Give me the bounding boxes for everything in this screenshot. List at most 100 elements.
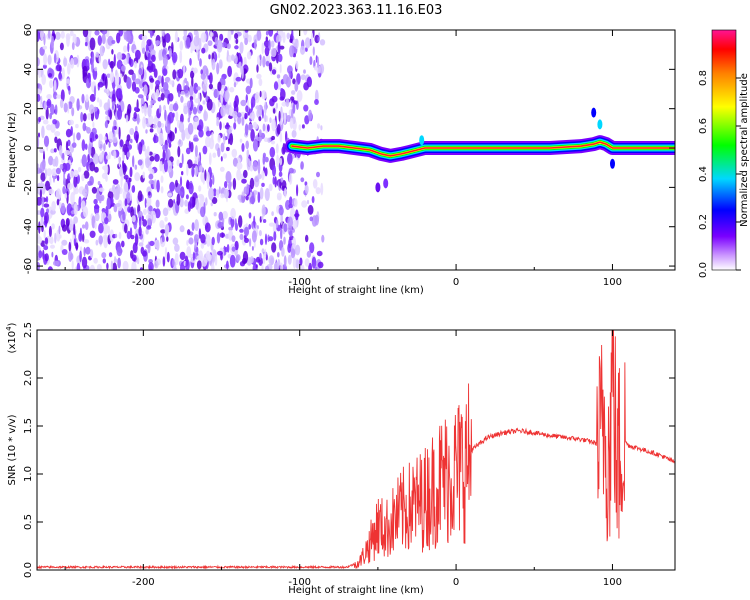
noise-blob bbox=[294, 198, 298, 208]
noise-blob bbox=[206, 234, 211, 247]
noise-blob bbox=[159, 160, 163, 172]
noise-blob bbox=[211, 197, 218, 204]
noise-blob bbox=[236, 112, 242, 118]
noise-blob bbox=[261, 90, 267, 100]
noise-blob bbox=[257, 191, 261, 203]
noise-blob bbox=[244, 123, 249, 136]
noise-blob bbox=[249, 177, 255, 190]
noise-blob bbox=[148, 191, 151, 196]
noise-blob bbox=[238, 215, 243, 228]
noise-blob bbox=[41, 125, 45, 139]
noise-blob bbox=[226, 260, 229, 270]
noise-blob bbox=[210, 30, 213, 40]
noise-blob bbox=[101, 30, 108, 35]
noise-blob bbox=[189, 58, 192, 66]
noise-blob bbox=[169, 103, 174, 112]
noise-blob bbox=[62, 186, 66, 195]
noise-blob bbox=[229, 86, 235, 93]
snr-x-label: Height of straight line (km) bbox=[288, 585, 424, 596]
noise-blob bbox=[154, 153, 160, 162]
noise-blob bbox=[276, 123, 281, 135]
noise-blob bbox=[37, 83, 40, 89]
noise-blob bbox=[166, 251, 170, 263]
y-tick-label: 60 bbox=[23, 24, 34, 37]
y-tick-label: -20 bbox=[23, 179, 34, 195]
noise-blob bbox=[275, 219, 279, 229]
noise-blob bbox=[276, 154, 279, 168]
noise-blob bbox=[43, 211, 49, 224]
noise-blob bbox=[240, 99, 247, 107]
noise-blob bbox=[280, 262, 284, 270]
noise-blob bbox=[116, 246, 123, 257]
noise-blob bbox=[155, 40, 161, 46]
noise-blob bbox=[200, 32, 207, 43]
noise-blob bbox=[303, 69, 306, 74]
noise-blob bbox=[146, 225, 152, 230]
noise-blob bbox=[164, 33, 171, 43]
noise-blob bbox=[50, 148, 55, 154]
noise-blob bbox=[202, 145, 208, 155]
noise-blob bbox=[222, 153, 227, 159]
noise-blob bbox=[300, 161, 304, 170]
noise-blob bbox=[258, 257, 264, 266]
noise-blob bbox=[268, 30, 274, 37]
noise-blob bbox=[69, 170, 75, 179]
noise-blob bbox=[211, 236, 215, 246]
noise-blob bbox=[149, 240, 155, 247]
noise-blob bbox=[59, 163, 64, 170]
noise-blob bbox=[236, 169, 242, 181]
colorbar-tick-label: 0.4 bbox=[698, 166, 709, 182]
noise-blob bbox=[112, 179, 119, 185]
colorbar-label: Normalized spectral amplitude bbox=[739, 73, 750, 227]
noise-blob bbox=[205, 171, 210, 184]
noise-blob bbox=[102, 234, 109, 240]
noise-blob bbox=[257, 161, 261, 175]
noise-blob bbox=[194, 145, 198, 157]
noise-blob bbox=[244, 37, 249, 46]
noise-blob bbox=[244, 30, 249, 33]
noise-blob bbox=[137, 94, 144, 99]
noise-blob bbox=[186, 159, 193, 169]
noise-blob bbox=[194, 219, 199, 232]
noise-blob bbox=[196, 86, 201, 91]
noise-blob bbox=[39, 148, 45, 154]
noise-blob bbox=[118, 156, 121, 168]
noise-blob bbox=[80, 111, 84, 123]
noise-blob bbox=[262, 219, 267, 223]
noise-blob bbox=[148, 173, 154, 180]
noise-blob bbox=[50, 123, 56, 133]
noise-blob bbox=[87, 72, 90, 79]
noise-blob bbox=[310, 32, 314, 45]
noise-blob bbox=[255, 105, 261, 110]
noise-blob bbox=[148, 205, 153, 212]
noise-blob bbox=[175, 111, 179, 122]
noise-blob bbox=[239, 138, 243, 143]
noise-blob bbox=[317, 261, 324, 269]
noise-blob bbox=[203, 110, 209, 122]
noise-blob bbox=[180, 90, 185, 96]
noise-blob bbox=[280, 227, 283, 240]
noise-blob bbox=[43, 229, 46, 239]
x-tick-label: 100 bbox=[603, 277, 622, 288]
noise-blob bbox=[122, 151, 125, 161]
noise-blob bbox=[162, 81, 169, 92]
snr-y-label: SNR (10 * v/v) bbox=[7, 414, 18, 485]
noise-blob bbox=[218, 211, 224, 221]
noise-blob bbox=[320, 125, 323, 131]
noise-blob bbox=[269, 117, 272, 124]
noise-blob bbox=[49, 236, 54, 245]
noise-blob bbox=[245, 105, 249, 113]
noise-blob bbox=[44, 253, 49, 262]
noise-blob bbox=[126, 134, 131, 142]
noise-blob bbox=[151, 54, 156, 63]
noise-blob bbox=[311, 256, 317, 269]
noise-blob bbox=[287, 254, 292, 265]
noise-blob bbox=[309, 242, 315, 254]
noise-blob bbox=[76, 98, 80, 111]
snr-x-axis: -200 -100 0 100 bbox=[64, 330, 622, 588]
noise-blob bbox=[111, 40, 116, 44]
noise-blob bbox=[54, 104, 58, 115]
noise-blob bbox=[139, 267, 144, 270]
noise-blob bbox=[287, 216, 293, 229]
